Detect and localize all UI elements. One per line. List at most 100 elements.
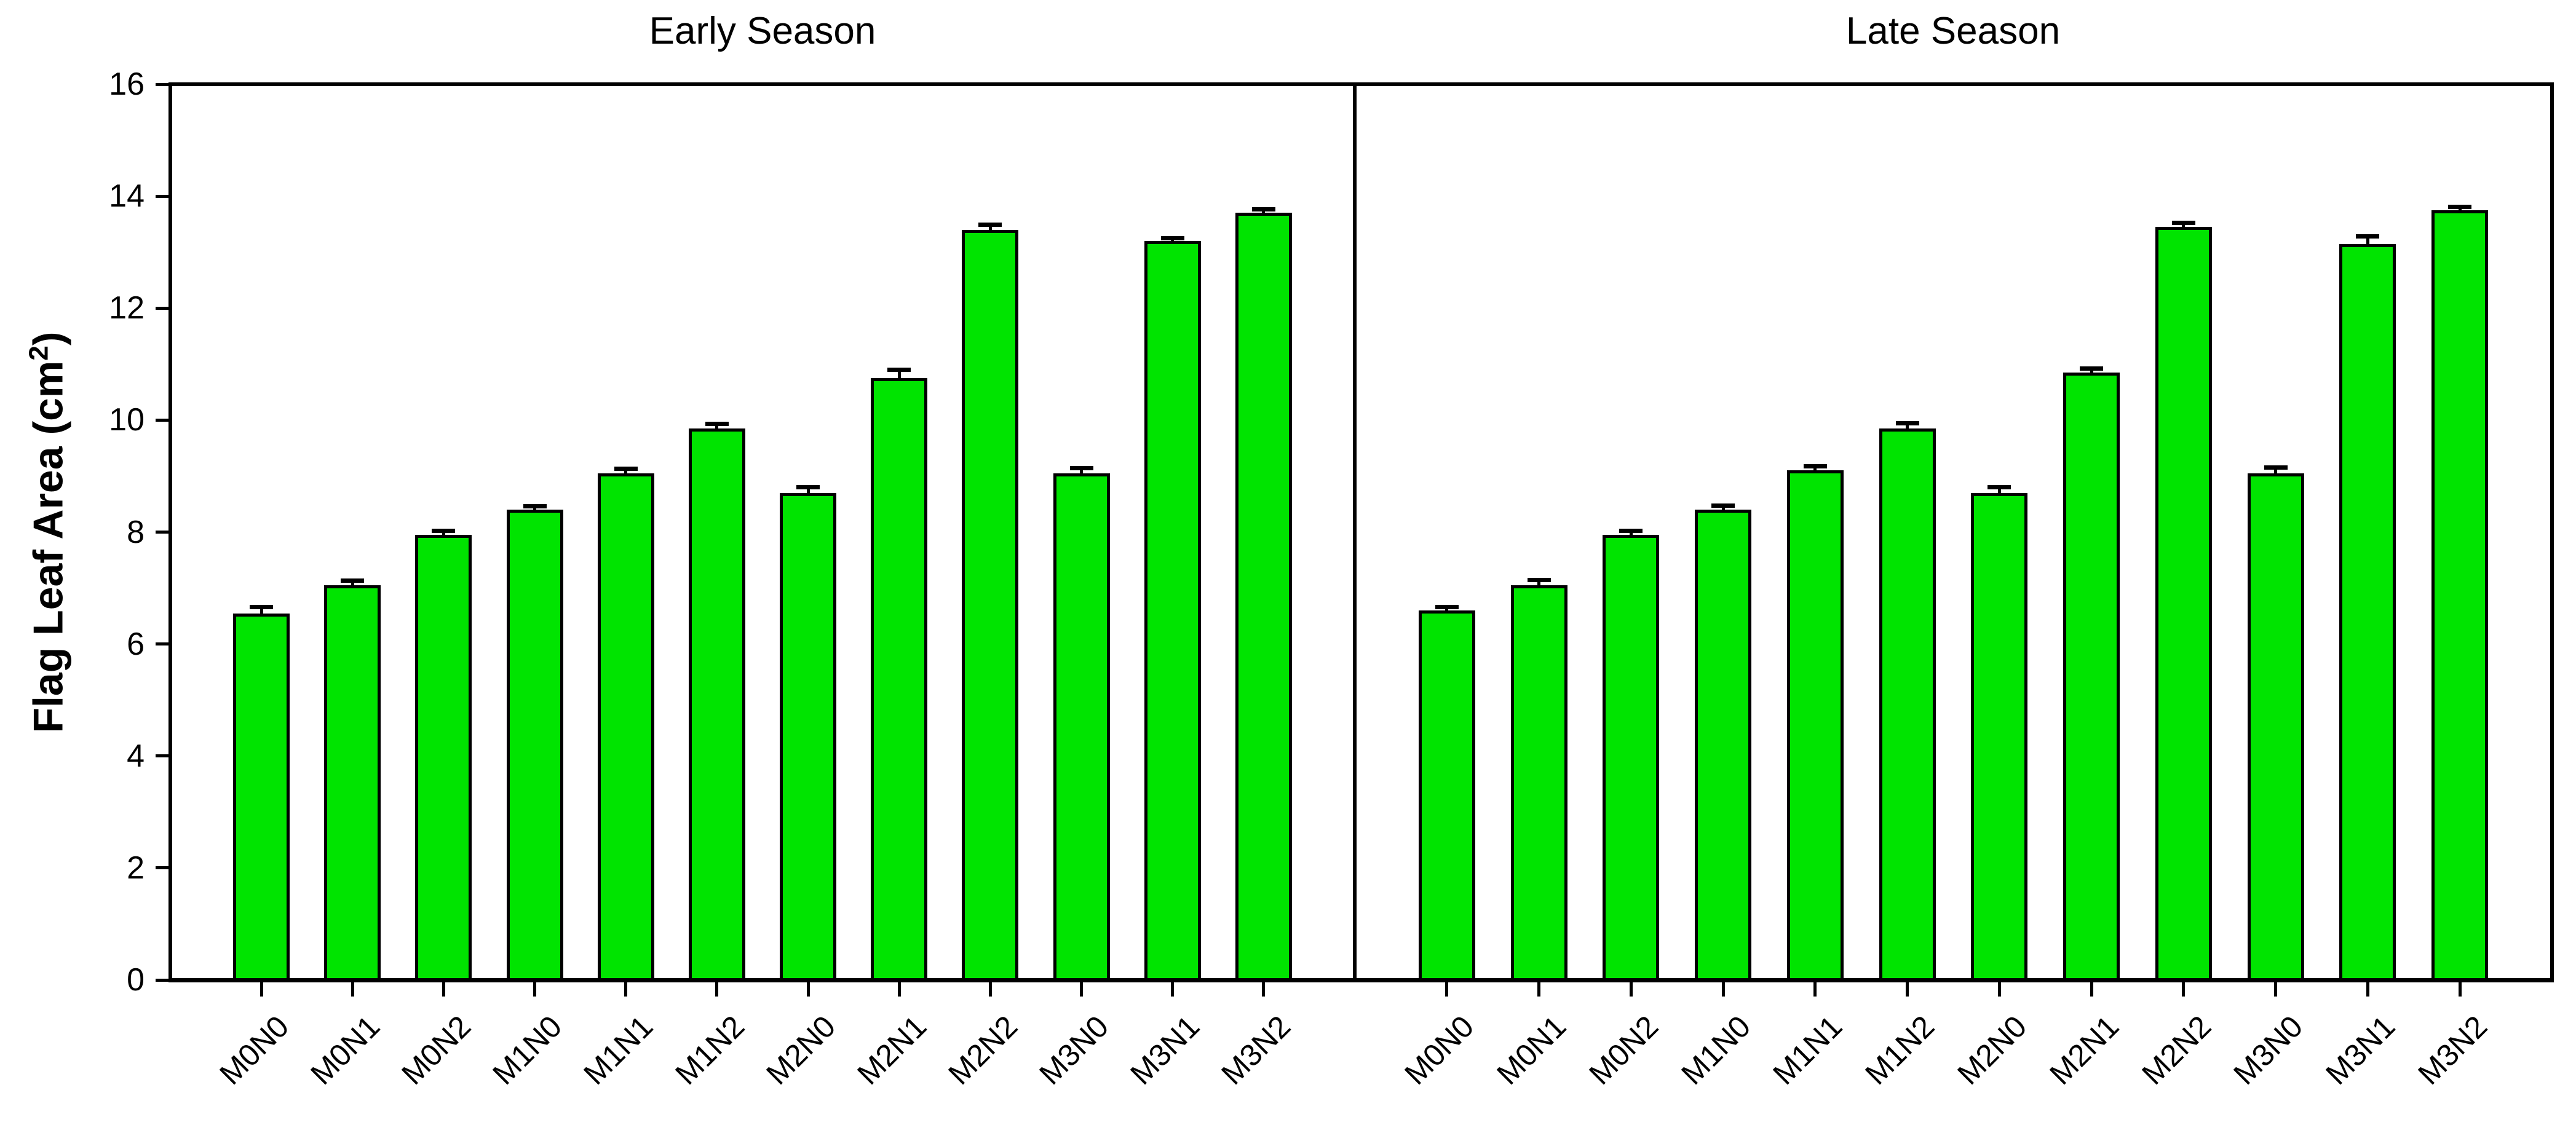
x-label-M0N1-late: M0N1 [1490,1009,1573,1092]
x-label-M3N1-late: M3N1 [2319,1009,2402,1092]
error-bar-cap-M1N1-late [1803,464,1827,468]
error-bar-stem-M3N0-late [2274,468,2278,473]
x-label-M3N2-early: M3N2 [1215,1009,1298,1092]
error-bar-cap-M1N1-early [614,467,638,472]
x-label-M2N2-late: M2N2 [2134,1009,2217,1092]
error-bar-stem-M1N0-early [533,508,537,510]
error-bar-stem-M2N2-early [988,226,992,230]
error-bar-cap-M1N0-late [1711,503,1735,508]
bar-M2N0-late [1971,492,2028,981]
x-tick-M0N1-early [351,982,354,997]
x-tick-M1N1-late [1813,982,1817,997]
y-axis-title-close: ) [25,331,72,346]
error-bar-stem-M2N0-late [1997,489,2001,493]
error-bar-cap-M3N1-early [1160,236,1184,241]
x-label-M0N1-early: M0N1 [304,1009,387,1092]
y-tick-label-12: 12 [109,290,145,326]
x-label-M2N0-early: M2N0 [759,1009,842,1092]
x-label-M0N2-early: M0N2 [395,1009,478,1092]
y-tick-label-10: 10 [109,402,145,438]
x-label-M1N1-early: M1N1 [577,1009,660,1092]
bar-M0N0-late [1418,610,1475,981]
x-tick-M0N0-late [1445,982,1449,997]
bar-M1N2-late [1879,428,1936,981]
y-tick-label-16: 16 [109,66,145,102]
bar-M2N0-early [780,492,837,981]
bar-M1N1-early [597,473,654,981]
error-bar-cap-M0N1-early [341,578,365,583]
y-axis-title-superscript: 2 [23,345,54,361]
error-bar-cap-M3N1-late [2356,234,2380,239]
bar-M2N2-early [962,229,1019,981]
error-bar-stem-M2N2-late [2182,224,2186,227]
x-tick-M2N0-late [1997,982,2001,997]
x-tick-M2N0-early [806,982,810,997]
error-bar-cap-M2N1-early [887,368,911,373]
panel-title-early-season: Early Season [649,10,876,52]
error-bar-cap-M3N2-early [1251,207,1275,211]
error-bar-stem-M0N2-late [1629,532,1633,535]
x-label-M1N1-late: M1N1 [1766,1009,1849,1092]
error-bar-cap-M1N2-late [1895,420,1919,425]
error-bar-stem-M0N2-early [442,532,445,535]
error-bar-stem-M1N2-late [1906,424,1909,429]
x-label-M1N0-early: M1N0 [486,1009,569,1092]
error-bar-cap-M0N2-late [1619,529,1643,534]
bar-M1N2-early [688,428,745,981]
x-tick-M1N1-early [624,982,628,997]
bar-M2N2-late [2155,227,2212,981]
error-bar-stem-M3N1-late [2366,238,2369,244]
plot-frame-right [2550,82,2554,982]
x-tick-M3N0-early [1080,982,1084,997]
panel-title-late-season: Late Season [1845,10,2061,52]
error-bar-stem-M1N0-late [1721,507,1725,510]
y-tick-12 [156,306,170,310]
x-label-M3N2-late: M3N2 [2411,1009,2494,1092]
error-bar-stem-M0N1-early [351,582,354,585]
y-tick-6 [156,642,170,646]
error-bar-stem-M0N0-late [1445,609,1449,610]
x-tick-M3N2-late [2458,982,2462,997]
error-bar-cap-M2N1-late [2080,366,2104,371]
x-label-M1N0-late: M1N0 [1674,1009,1757,1092]
error-bar-stem-M1N1-early [624,470,628,473]
y-axis-title: Flag Leaf Area (cm2) [24,331,73,733]
y-tick-label-6: 6 [127,626,145,662]
error-bar-stem-M3N0-early [1080,470,1084,473]
x-tick-M3N0-late [2274,982,2278,997]
bar-M3N2-early [1235,213,1292,981]
bar-M0N0-early [233,613,290,981]
error-bar-cap-M3N0-late [2264,465,2288,470]
bar-M0N2-late [1603,535,1660,981]
error-bar-cap-M3N0-early [1069,466,1093,471]
x-tick-M1N2-late [1906,982,1909,997]
x-tick-M0N0-early [260,982,263,997]
y-axis-line [168,82,172,982]
x-tick-M2N2-early [988,982,992,997]
y-axis-title-text: Flag Leaf Area (cm [25,360,72,733]
error-bar-cap-M2N0-late [1987,485,2011,490]
x-tick-M3N1-early [1171,982,1175,997]
x-tick-M1N2-early [715,982,719,997]
bar-M3N2-late [2431,210,2489,981]
x-label-M3N1-early: M3N1 [1124,1009,1207,1092]
x-label-M3N0-late: M3N0 [2227,1009,2310,1092]
y-tick-label-14: 14 [109,178,145,215]
error-bar-stem-M0N1-late [1537,581,1541,585]
y-tick-8 [156,531,170,534]
x-axis-line [168,978,2554,982]
x-label-M0N0-late: M0N0 [1398,1009,1481,1092]
x-label-M0N0-early: M0N0 [213,1009,296,1092]
error-bar-stem-M3N1-early [1171,240,1175,242]
y-tick-0 [156,978,170,982]
x-label-M2N1-late: M2N1 [2043,1009,2126,1092]
error-bar-stem-M3N2-early [1262,210,1266,213]
error-bar-stem-M1N2-early [715,425,719,429]
error-bar-cap-M2N2-early [978,223,1002,227]
y-tick-label-4: 4 [127,738,145,774]
error-bar-cap-M0N1-late [1527,577,1551,582]
plot-frame-top [168,82,2554,86]
x-tick-M2N1-early [897,982,901,997]
error-bar-cap-M0N2-early [432,528,456,533]
